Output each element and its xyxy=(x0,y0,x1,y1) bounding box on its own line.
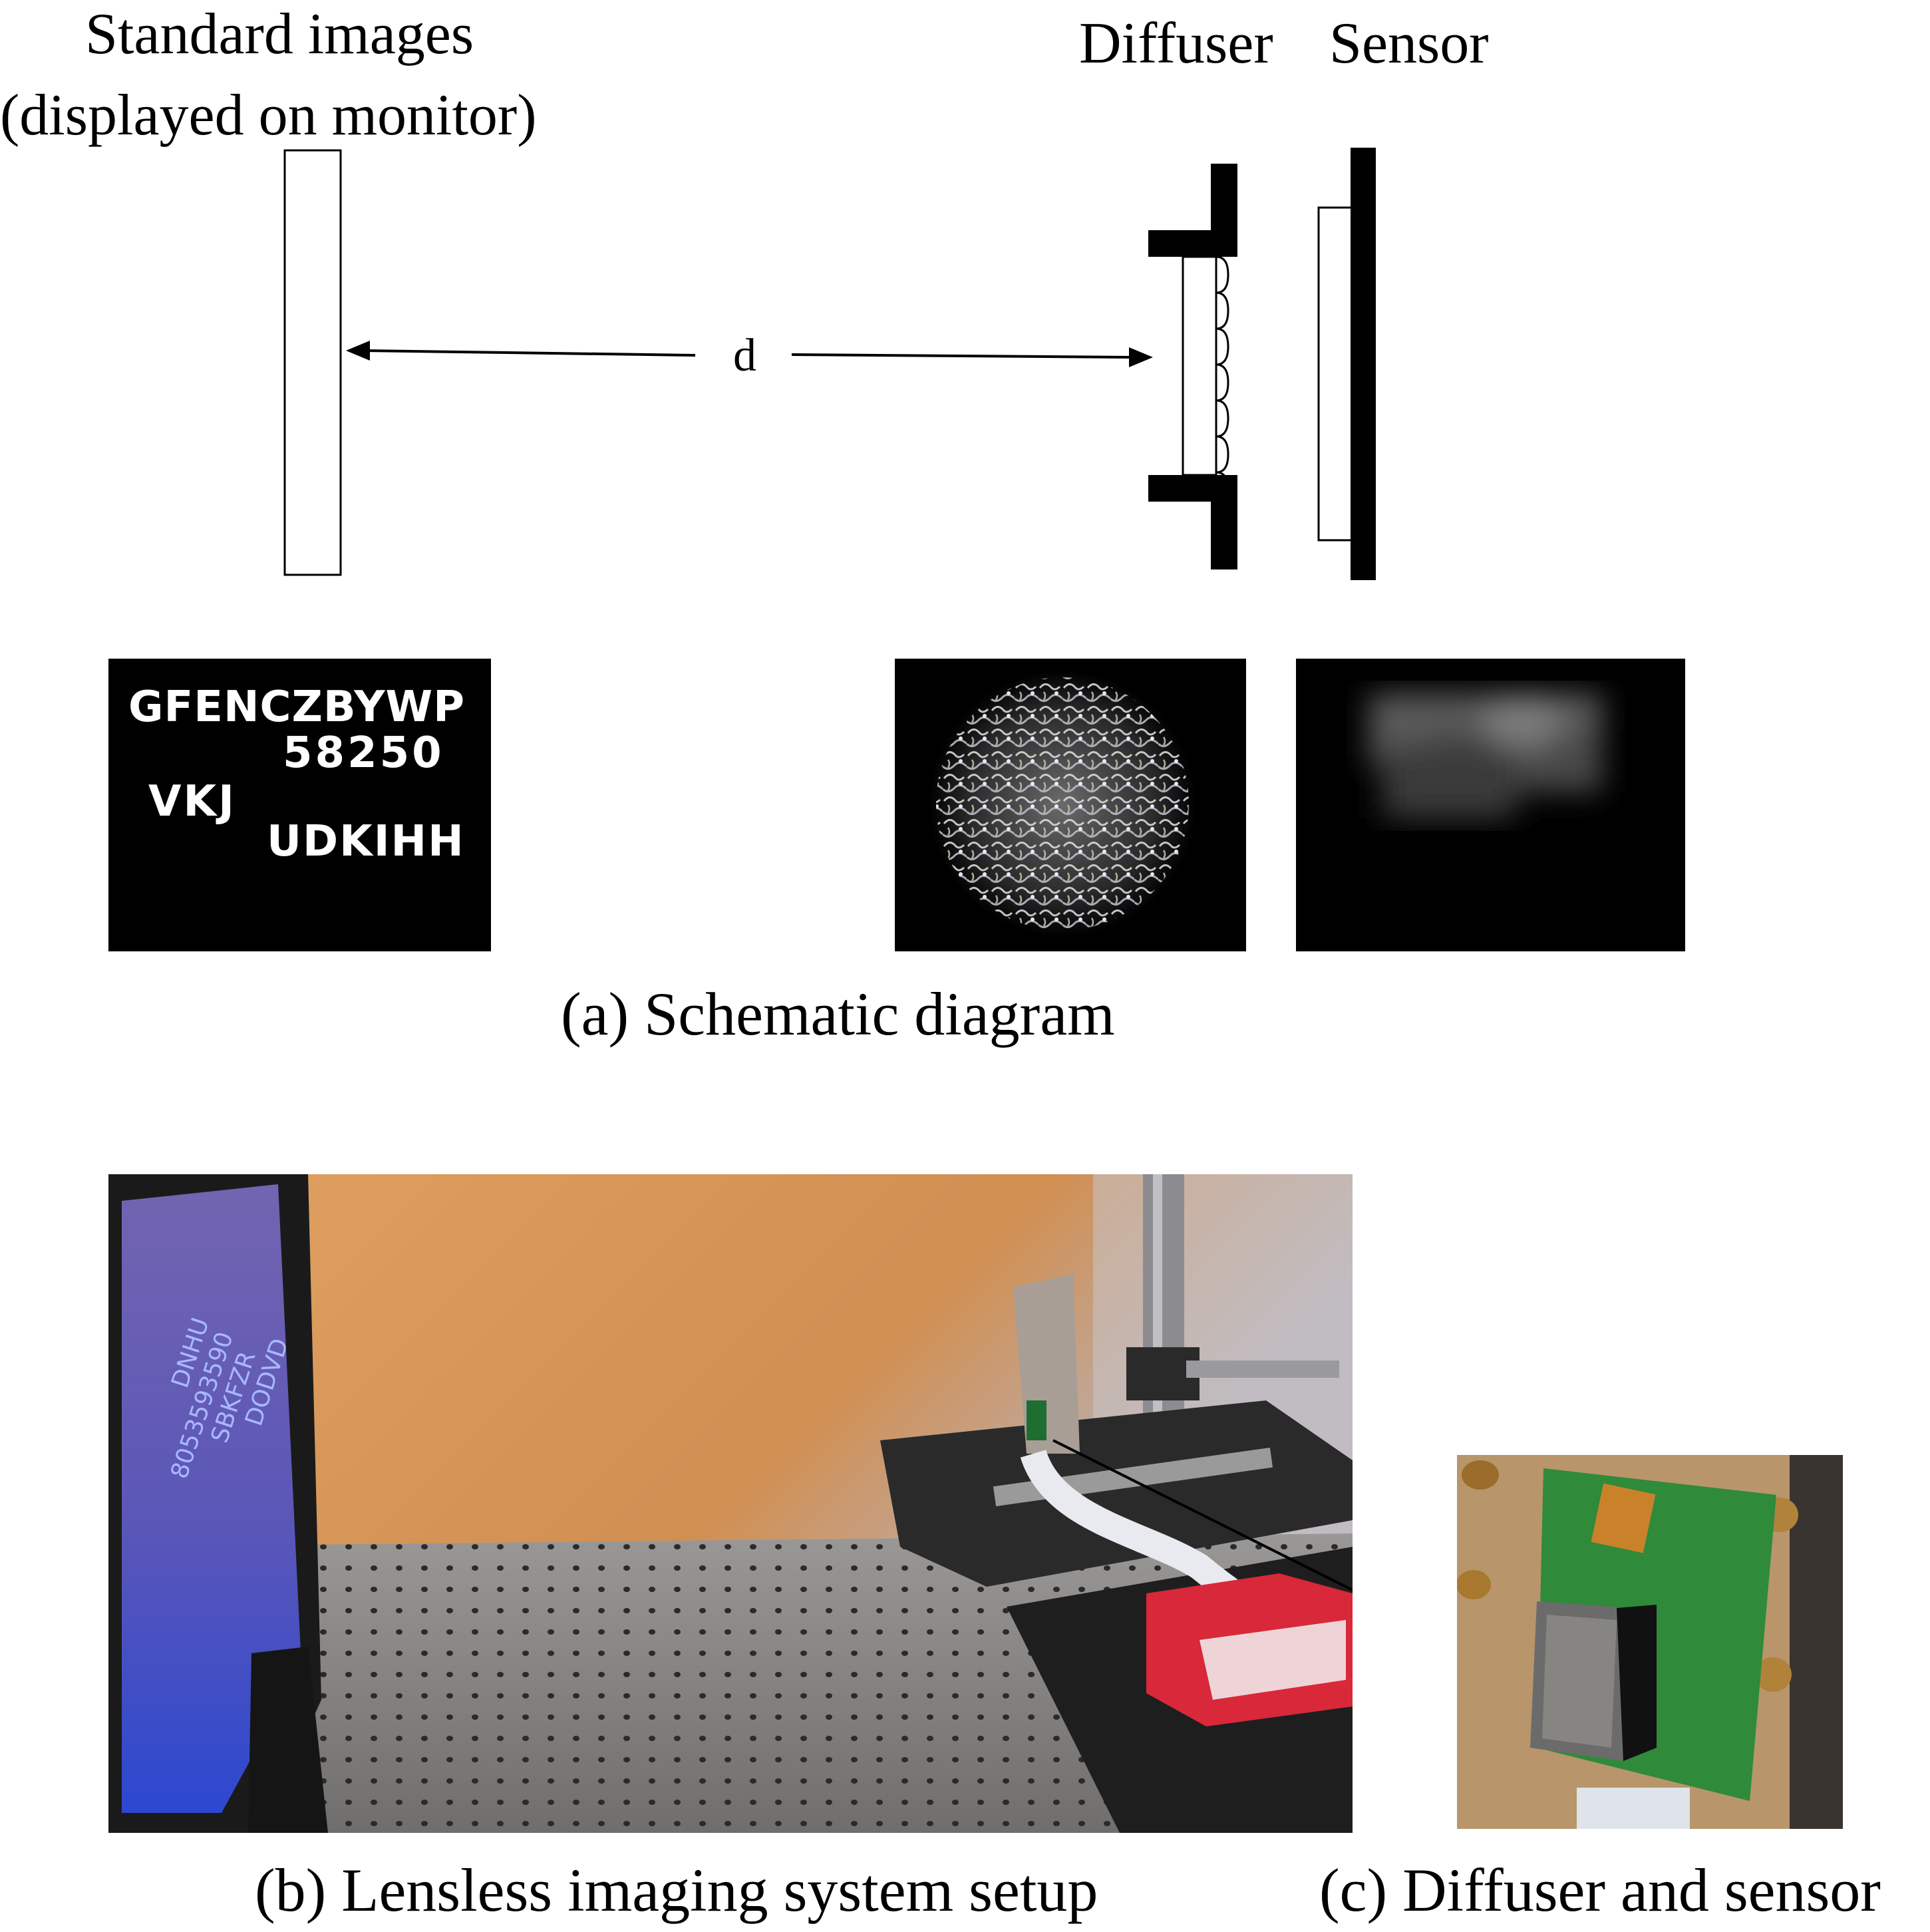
sample-text-row4: UDKIHH xyxy=(267,817,465,866)
psf-image xyxy=(895,659,1246,951)
distance-arrow-right xyxy=(791,347,1153,367)
sensor-label: Sensor xyxy=(1329,11,1489,76)
diffuser-element xyxy=(1182,255,1217,476)
standoff-top-left xyxy=(1462,1460,1499,1490)
camera-lens-module xyxy=(1591,1483,1656,1553)
diffuser-mount xyxy=(1148,164,1237,569)
caption-b: (b) Lensless imaging system setup xyxy=(255,1856,1098,1924)
standoff-right-bottom xyxy=(1754,1657,1792,1692)
schematic-drawing xyxy=(283,148,1376,580)
distance-label: d xyxy=(733,330,756,381)
black-tape xyxy=(1617,1605,1657,1761)
closeup-ribbon xyxy=(1577,1788,1690,1829)
monitor-stand xyxy=(248,1647,328,1833)
monitor-label-line2: (displayed on monitor) xyxy=(0,83,537,148)
sample-text-row2: 58250 xyxy=(283,728,444,778)
diffuser-label: Diffuser xyxy=(1079,11,1273,76)
caption-a: (a) Schematic diagram xyxy=(561,980,1115,1048)
setup-photo: DNHU 8053593590 SBKFZR DODVD xyxy=(108,1174,1353,1833)
psf-caustics xyxy=(936,677,1189,930)
sensor-chip xyxy=(1317,206,1353,542)
sample-text-row1: GFENCZBYWP xyxy=(128,683,466,732)
caption-c: (c) Diffuser and sensor xyxy=(1319,1856,1881,1924)
sensor-board xyxy=(1351,148,1376,580)
monitor-plane xyxy=(283,149,342,576)
sensor-measurement-image xyxy=(1296,659,1685,951)
standoff-left xyxy=(1457,1570,1491,1599)
distance-arrow-left xyxy=(346,341,696,361)
pointer-line xyxy=(1052,1439,1353,1592)
diffuser-surface-icon xyxy=(1215,255,1229,490)
closeup-photo xyxy=(1457,1455,1843,1829)
monitor-label-line1: Standard images xyxy=(85,2,474,67)
backplate-edge xyxy=(1790,1455,1843,1829)
sample-standard-image: GFENCZBYWP 58250 VKJ UDKIHH xyxy=(108,659,491,951)
blurred-measurement xyxy=(1369,693,1602,818)
translation-stage xyxy=(880,1400,1353,1587)
sample-text-row3: VKJ xyxy=(148,777,236,826)
